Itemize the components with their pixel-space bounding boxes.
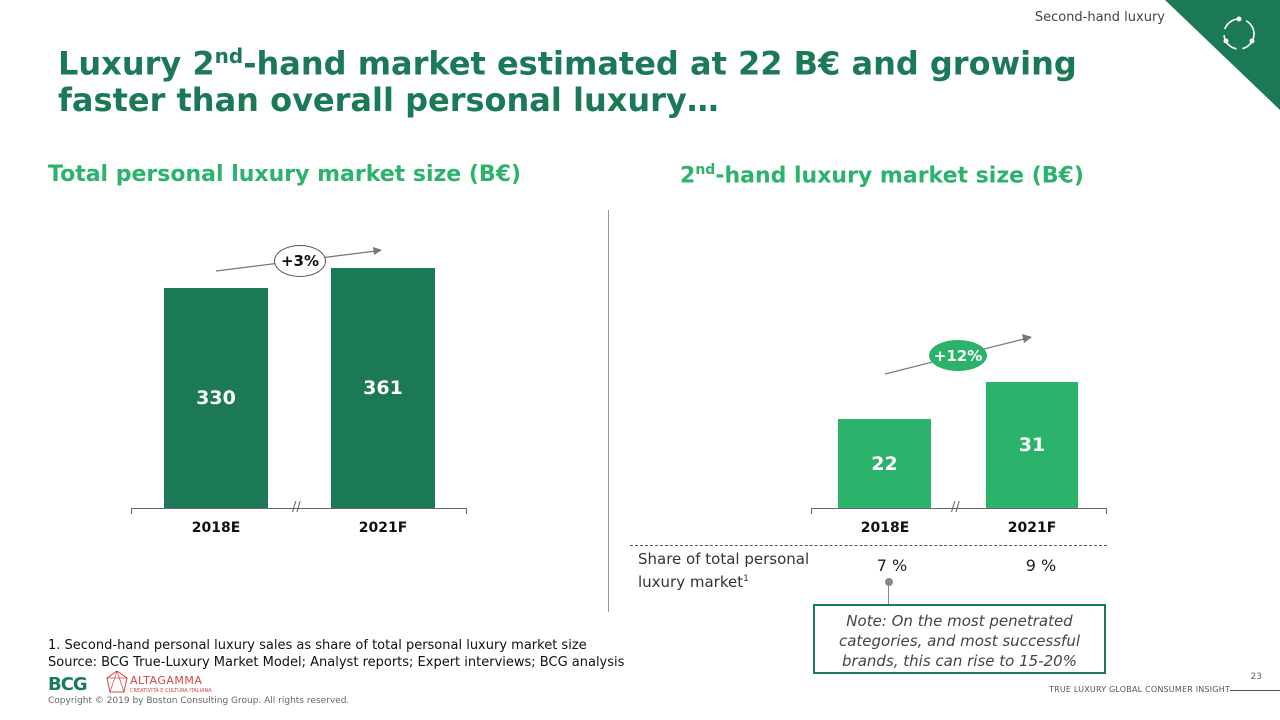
data-label: 22 [871, 452, 898, 475]
altagamma-logo-icon [106, 670, 128, 693]
x-axis [811, 508, 1107, 509]
axis-tick [811, 508, 812, 514]
copyright: Copyright © 2019 by Boston Consulting Gr… [48, 696, 350, 706]
chart-divider [608, 210, 609, 612]
footnote: 1. Second-hand personal luxury sales as … [48, 638, 587, 653]
bar-2018e-total: 330 [164, 288, 268, 508]
page-title: Luxury 2nd-hand market estimated at 22 B… [58, 44, 1077, 119]
altagamma-logo-text: ALTAGAMMA [130, 674, 203, 687]
cycle-icon [1223, 16, 1255, 50]
right-chart-title: 2nd-hand luxury market size (B€) [680, 162, 1084, 189]
axis-tick [466, 508, 467, 514]
corner-banner [1165, 0, 1280, 110]
bar-2021f-total: 361 [331, 268, 435, 508]
tick-label: 2018E [860, 520, 910, 536]
data-label: 361 [363, 377, 403, 399]
data-label: 31 [1018, 434, 1046, 456]
tick-label: 2021F [1007, 520, 1057, 536]
left-chart-title: Total personal luxury market size (B€) [48, 162, 522, 187]
altagamma-logo-subtext: CREATIVITÀ E CULTURA ITALIANA [130, 688, 212, 694]
bcg-logo: BCG [48, 674, 88, 695]
bar-2021f-secondhand: 31 [986, 382, 1078, 508]
insight-label: TRUE LUXURY GLOBAL CONSUMER INSIGHT [1049, 685, 1230, 694]
connector-line [888, 584, 889, 604]
data-label: 330 [196, 387, 236, 409]
growth-bubble: +3% [274, 245, 326, 277]
connector-dot [885, 578, 893, 586]
axis-tick [131, 508, 132, 514]
share-value-2018e: 7 % [876, 556, 908, 575]
x-axis [131, 508, 467, 509]
page-number: 23 [1250, 672, 1262, 682]
tick-label: 2018E [191, 520, 241, 536]
section-tag: Second-hand luxury [1034, 10, 1165, 25]
axis-tick [1106, 508, 1107, 514]
bar-2018e-secondhand: 22 [838, 419, 931, 508]
axis-break: // [292, 500, 301, 515]
note-box: Note: On the most penetrated categories,… [813, 604, 1106, 674]
source-note: Source: BCG True-Luxury Market Model; An… [48, 655, 625, 670]
axis-break: // [951, 500, 960, 515]
share-label: Share of total personal luxury market1 [638, 550, 810, 591]
growth-bubble: +12% [929, 340, 987, 371]
dashed-separator [630, 545, 1107, 546]
insight-rule [1230, 690, 1280, 691]
share-value-2021f: 9 % [1025, 556, 1057, 575]
tick-label: 2021F [358, 520, 408, 536]
